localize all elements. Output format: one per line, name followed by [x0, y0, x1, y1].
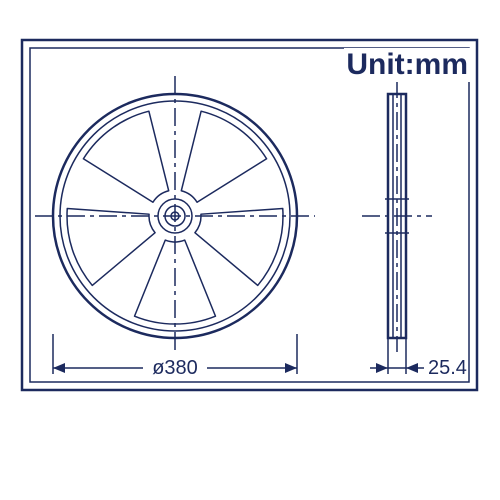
svg-text:25.4: 25.4 — [428, 357, 467, 379]
diagram-container: ø380 25.4 Unit:mm — [0, 0, 500, 500]
svg-text:ø380: ø380 — [152, 357, 198, 379]
unit-label: Unit:mm — [344, 48, 470, 82]
